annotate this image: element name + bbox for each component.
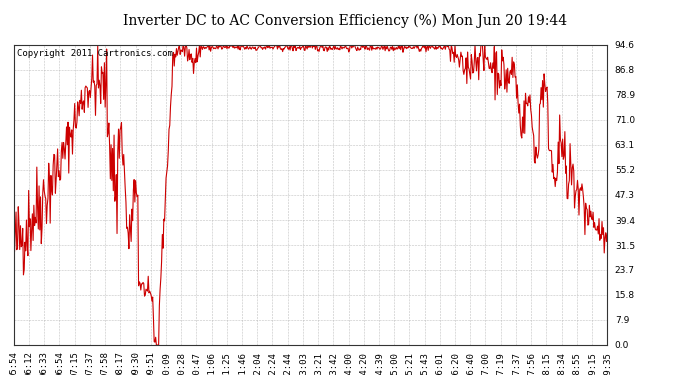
Text: Inverter DC to AC Conversion Efficiency (%) Mon Jun 20 19:44: Inverter DC to AC Conversion Efficiency … (123, 13, 567, 27)
Text: Copyright 2011 Cartronics.com: Copyright 2011 Cartronics.com (17, 50, 172, 58)
